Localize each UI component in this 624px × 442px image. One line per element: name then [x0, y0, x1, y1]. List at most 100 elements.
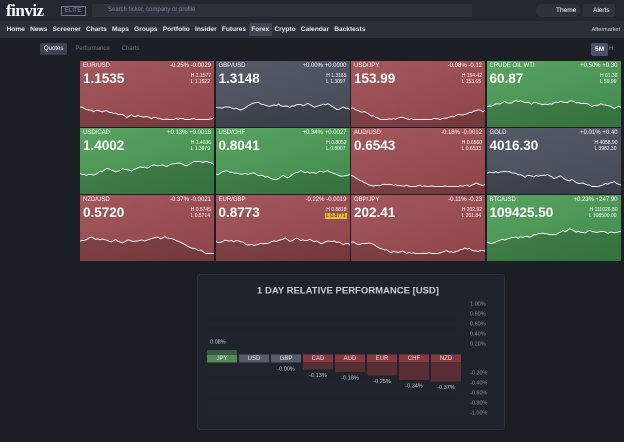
- nav-item[interactable]: Insider: [195, 26, 217, 33]
- quote-value: 4016.30: [489, 138, 539, 153]
- x-tick-label: CAD: [312, 356, 325, 362]
- timeframe-button[interactable]: 5M: [591, 43, 609, 56]
- nav-item[interactable]: Maps: [112, 26, 129, 33]
- quote-tile[interactable]: GBP/JPY -0.11% -0.23 202.41 H 202.92 L 201.8…: [351, 195, 485, 261]
- quote-name: GBP/USD: [218, 63, 246, 69]
- quote-high: H 111026.80: [589, 207, 618, 213]
- quote-name: USD/JPY: [354, 63, 380, 69]
- nav-item[interactable]: Charts: [85, 26, 107, 33]
- sparkline-area: [215, 170, 350, 194]
- sparkline: [486, 228, 621, 244]
- quote-high: H 1.3165: [326, 73, 347, 79]
- hour-button[interactable]: H: [609, 46, 614, 52]
- quote-change: -0.37% -0.0021: [169, 197, 211, 203]
- tab[interactable]: Quotes: [40, 43, 68, 55]
- nav-item[interactable]: Backtests: [334, 26, 366, 33]
- quote-tile[interactable]: BTC/USD +0.23% +247.90 109425.50 H 111026.8…: [486, 195, 621, 261]
- search-box[interactable]: Search ticker, company or profile: [92, 4, 472, 17]
- sparkline: [215, 101, 350, 111]
- value-label: -0.25%: [373, 379, 391, 385]
- sparkline-area: [215, 102, 350, 127]
- value-label: -0.13%: [309, 373, 327, 379]
- sparkline-chart: [215, 169, 350, 194]
- quote-high: H 1.4036: [190, 140, 211, 146]
- value-label: -0.37%: [437, 385, 455, 391]
- x-tick-label: JPY: [216, 356, 227, 362]
- nav-item[interactable]: Crypto: [274, 26, 296, 33]
- bar: [335, 363, 365, 372]
- quote-value: 1.4002: [83, 138, 125, 153]
- value-label: -0.34%: [405, 383, 423, 389]
- quote-change: +0.00% +0.0000: [302, 63, 347, 69]
- y-tick-label: -0.80%: [470, 400, 488, 406]
- x-tick-label: AUD: [344, 356, 357, 362]
- quote-name: USD/CAD: [83, 130, 111, 136]
- category-box: [303, 354, 333, 363]
- quote-low: L 3982.30: [594, 146, 617, 152]
- quote-high: H 0.5745: [190, 207, 211, 213]
- nav-bar: Home News Screener Charts Maps Groups Portfoli…: [0, 21, 624, 38]
- nav-item[interactable]: Groups: [134, 26, 158, 33]
- nav-item[interactable]: Screener: [52, 26, 81, 33]
- sparkline-chart: [351, 241, 485, 261]
- quote-tile[interactable]: USD/JPY -0.08% -0.12 153.99 H 154.42 L 153.6…: [351, 61, 485, 127]
- quote-change: -0.18% -0.0012: [440, 130, 482, 136]
- quote-high: H 0.8052: [326, 140, 347, 146]
- quote-tile[interactable]: GBP/USD +0.00% +0.0000 1.3148 H 1.3165 L 1.3…: [215, 61, 350, 127]
- quote-tile[interactable]: USD/CHF +0.34% +0.0027 0.8041 H 0.8052 L 0.8…: [215, 128, 350, 194]
- quote-name: GOLD: [489, 130, 507, 136]
- sparkline: [80, 106, 214, 121]
- quote-name: USD/CHF: [218, 130, 246, 136]
- quote-low: L 1.1522: [190, 79, 210, 85]
- quote-name: EUR/USD: [83, 63, 111, 69]
- quote-tile[interactable]: GOLD +0.01% +0.40 4016.30 H 4058.90 L 3982.3…: [486, 128, 621, 194]
- quote-name: CRUDE OIL WTI: [489, 63, 535, 69]
- sparkline: [80, 236, 214, 255]
- theme-toggle[interactable]: Theme: [536, 4, 580, 17]
- x-tick-label: EUR: [376, 356, 389, 362]
- x-tick-label: USD: [248, 356, 261, 362]
- sparkline: [486, 100, 621, 109]
- quote-high: H 61.38: [599, 73, 618, 79]
- quote-tile[interactable]: NZD/USD -0.37% -0.0021 0.5720 H 0.5745 L 0.5…: [80, 195, 214, 261]
- alerts-button[interactable]: Alerts: [583, 4, 615, 17]
- quote-change: -0.11% -0.23: [448, 197, 482, 203]
- nav-item[interactable]: Futures: [221, 26, 247, 33]
- nav-item[interactable]: Portfolio: [162, 26, 190, 33]
- sparkline: [351, 175, 485, 188]
- quote-low: L 201.84: [461, 213, 481, 219]
- y-tick-label: 0.20%: [470, 341, 486, 347]
- sparkline-area: [215, 237, 350, 261]
- sparkline-chart: [215, 101, 350, 127]
- quote-tile[interactable]: EUR/USD -0.25% -0.0029 1.1535 H 1.1577 L 1.1…: [80, 61, 214, 127]
- quote-low: L 59.99: [600, 79, 617, 85]
- logo[interactable]: finviz: [6, 1, 44, 20]
- sparkline: [351, 107, 485, 121]
- quote-tile[interactable]: CRUDE OIL WTI +0.50% +0.30 60.87 H 61.38 L 5…: [486, 61, 621, 127]
- sparkline: [486, 170, 621, 188]
- quote-value: 109425.50: [489, 205, 554, 220]
- quote-tile[interactable]: AUD/USD -0.18% -0.0012 0.6543 H 0.6560 L 0.6…: [351, 128, 485, 194]
- quote-value: 1.1535: [83, 71, 125, 86]
- quote-value: 0.6543: [354, 138, 396, 153]
- nav-item[interactable]: Calendar: [300, 26, 330, 33]
- quote-low: L 108500.00: [588, 213, 617, 219]
- value-label: -0.00%: [277, 367, 295, 373]
- tab[interactable]: Performance: [75, 46, 110, 52]
- bar: [207, 350, 237, 354]
- sparkline-chart: [486, 170, 621, 194]
- quote-value: 202.41: [354, 205, 396, 220]
- quote-tile[interactable]: EUR/GBP -0.22% -0.0019 0.8773 H 0.8818 L 0.8…: [215, 195, 350, 261]
- nav-item[interactable]: News: [30, 26, 48, 33]
- sparkline-chart: [80, 106, 214, 127]
- quote-name: NZD/USD: [83, 197, 110, 203]
- quote-change: +0.50% +0.30: [580, 63, 618, 69]
- sparkline-area: [80, 107, 214, 127]
- nav-item[interactable]: Home: [6, 26, 25, 33]
- quote-name: EUR/GBP: [218, 197, 246, 203]
- sparkline-area: [486, 100, 621, 127]
- tab[interactable]: Charts: [121, 46, 140, 52]
- bar: [303, 363, 333, 370]
- nav-item[interactable]: Forex: [248, 23, 272, 36]
- quote-tile[interactable]: USD/CAD +0.13% +0.0018 1.4002 H 1.4036 L 1.3…: [80, 128, 214, 194]
